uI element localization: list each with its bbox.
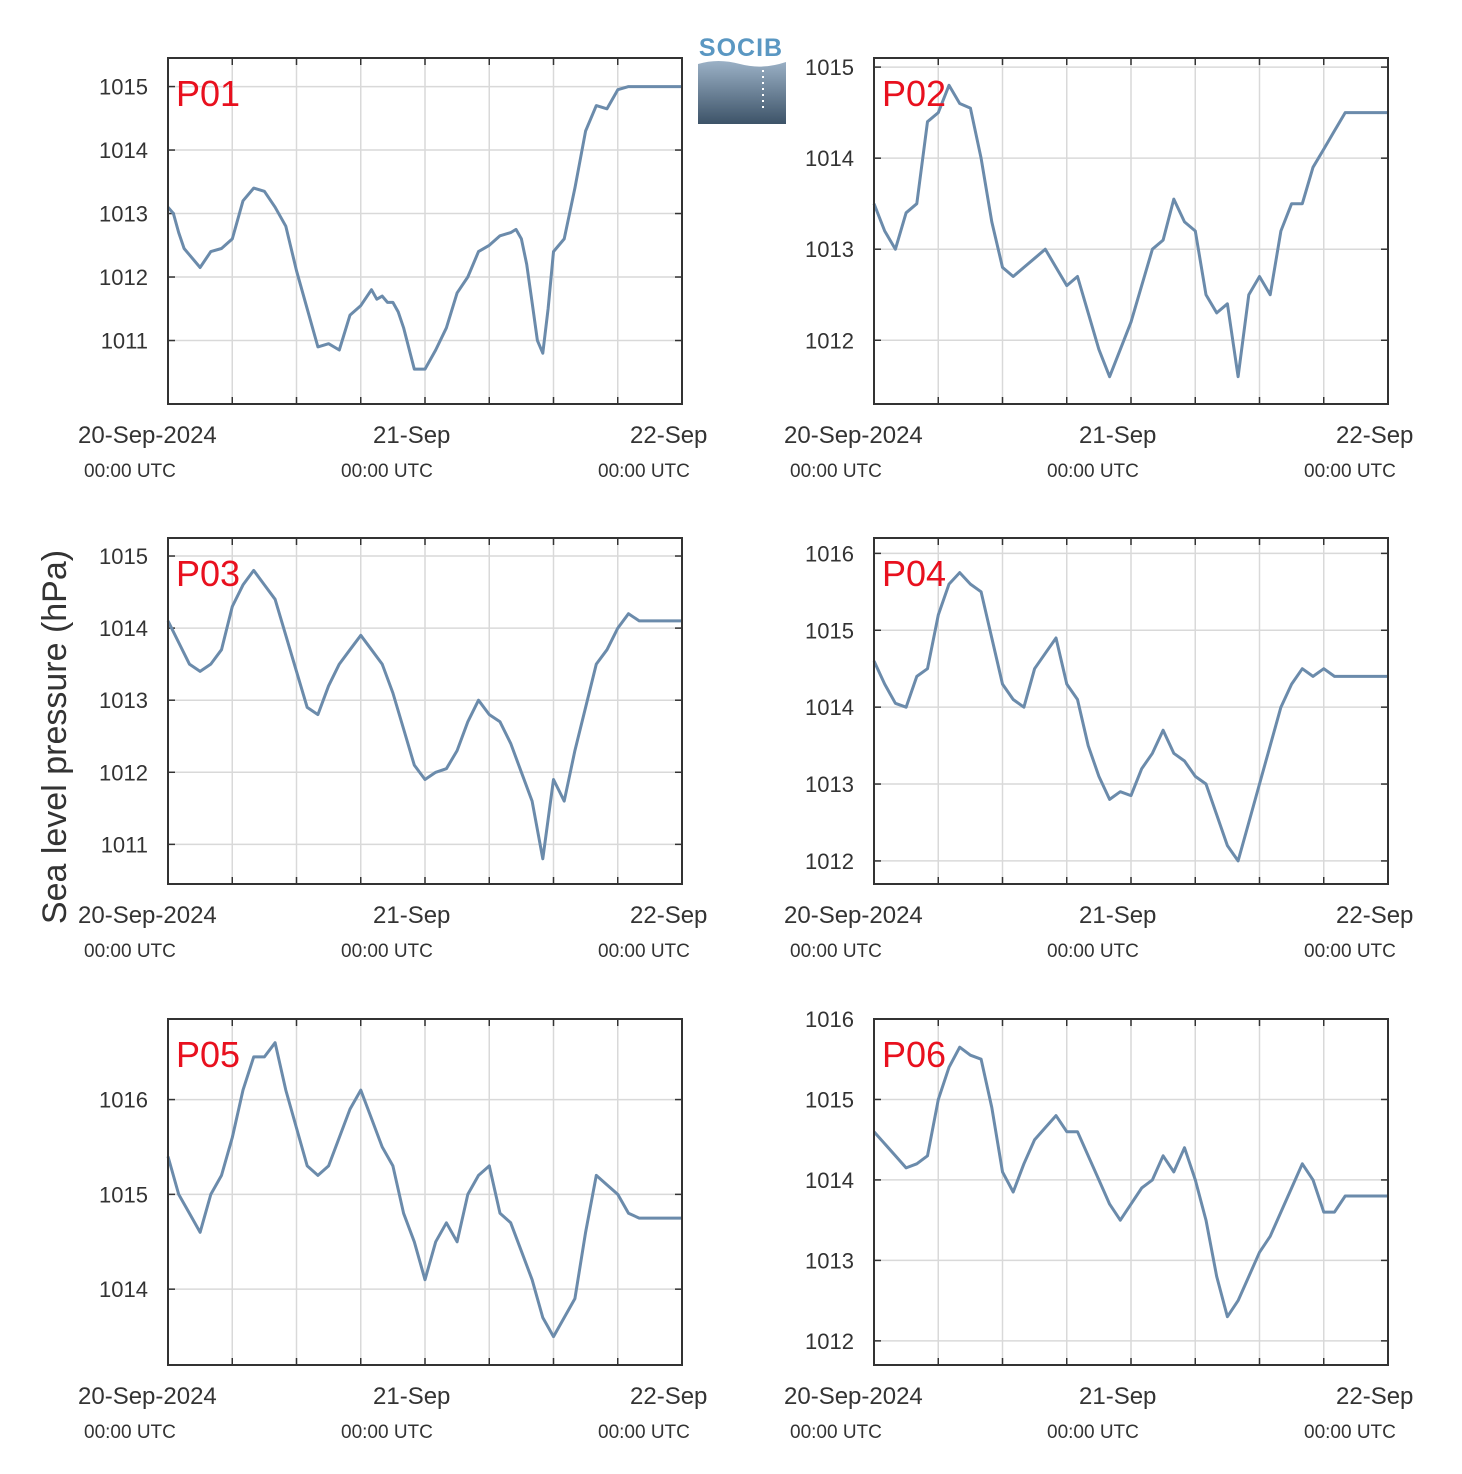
y-tick-label: 1016 <box>805 541 854 566</box>
series-line-p04 <box>872 571 1388 863</box>
y-tick-label: 1013 <box>99 688 148 713</box>
chart-panel-p04: 1012 1013 1014 1015 1016 P04 20-Sep-2024 00:00 … <box>784 537 1413 962</box>
plot-frame <box>873 1018 1389 1366</box>
y-tick-label: 1015 <box>805 618 854 643</box>
x-tick-time-label: 00:00 UTC <box>341 1422 433 1443</box>
y-tick-label: 1014 <box>99 1277 148 1302</box>
y-tick-label: 1015 <box>99 75 148 100</box>
x-tick-time-label: 00:00 UTC <box>790 461 882 482</box>
panel-title: P04 <box>882 553 946 594</box>
x-tick-date-label: 22-Sep <box>1336 902 1413 929</box>
y-tick-label: 1013 <box>805 237 854 262</box>
y-tick-label: 1014 <box>99 138 148 163</box>
y-tick-label: 1012 <box>99 265 148 290</box>
x-tick-date-label: 20-Sep-2024 <box>78 1383 217 1410</box>
x-tick-time-label: 00:00 UTC <box>1047 461 1139 482</box>
chart-panel-p06: 1012 1013 1014 1015 1016 P06 20-Sep-2024 00:00 … <box>784 1007 1413 1443</box>
x-tick-date-label: 21-Sep <box>373 422 450 449</box>
y-tick-label: 1011 <box>101 329 148 354</box>
x-tick-date-label: 22-Sep <box>630 1383 707 1410</box>
chart-panel-p05: 1014 1015 1016 P05 20-Sep-2024 00:00 UTC 21-Se… <box>78 1018 707 1443</box>
x-tick-date-label: 21-Sep <box>1079 1383 1156 1410</box>
y-tick-label: 1012 <box>805 849 854 874</box>
y-axis-label: Sea level pressure (hPa) <box>36 550 74 924</box>
x-tick-time-label: 00:00 UTC <box>84 461 176 482</box>
y-tick-label: 1015 <box>805 55 854 80</box>
plot-frame <box>873 57 1389 405</box>
x-tick-date-label: 20-Sep-2024 <box>784 902 923 929</box>
y-tick-label: 1013 <box>805 772 854 797</box>
y-tick-label: 1014 <box>805 695 854 720</box>
x-tick-time-label: 00:00 UTC <box>1304 1422 1396 1443</box>
x-tick-time-label: 00:00 UTC <box>341 941 433 962</box>
x-tick-date-label: 22-Sep <box>1336 422 1413 449</box>
x-tick-date-label: 22-Sep <box>1336 1383 1413 1410</box>
x-tick-date-label: 20-Sep-2024 <box>784 422 923 449</box>
x-tick-date-label: 21-Sep <box>373 902 450 929</box>
x-tick-time-label: 00:00 UTC <box>84 1422 176 1443</box>
y-tick-label: 1013 <box>805 1248 854 1273</box>
x-tick-time-label: 00:00 UTC <box>790 1422 882 1443</box>
plot-frame <box>167 537 683 885</box>
y-tick-label: 1012 <box>99 760 148 785</box>
x-tick-date-label: 22-Sep <box>630 902 707 929</box>
x-tick-date-label: 20-Sep-2024 <box>78 422 217 449</box>
chart-panel-p01: 1011 1012 1013 1014 1015 P01 20-Sep-2024 00:00 … <box>78 57 707 482</box>
x-tick-time-label: 00:00 UTC <box>84 941 176 962</box>
x-tick-date-label: 21-Sep <box>1079 902 1156 929</box>
x-tick-date-label: 20-Sep-2024 <box>78 902 217 929</box>
x-tick-time-label: 00:00 UTC <box>598 1422 690 1443</box>
y-tick-label: 1011 <box>101 832 148 857</box>
x-tick-date-label: 22-Sep <box>630 422 707 449</box>
x-tick-time-label: 00:00 UTC <box>1304 941 1396 962</box>
x-tick-date-label: 21-Sep <box>373 1383 450 1410</box>
plot-frame <box>167 57 683 405</box>
y-tick-label: 1015 <box>805 1087 854 1112</box>
panels-group: 1011 1012 1013 1014 1015 P01 20-Sep-2024 00:00 … <box>78 55 1413 1443</box>
x-tick-time-label: 00:00 UTC <box>790 941 882 962</box>
y-tick-label: 1014 <box>805 146 854 171</box>
x-tick-time-label: 00:00 UTC <box>1047 1422 1139 1443</box>
chart-panel-p03: 1011 1012 1013 1014 1015 P03 20-Sep-2024 00:00 … <box>78 537 707 962</box>
x-tick-time-label: 00:00 UTC <box>598 461 690 482</box>
x-tick-date-label: 20-Sep-2024 <box>784 1383 923 1410</box>
series-line-p01 <box>166 85 682 371</box>
series-line-p05 <box>166 1041 682 1339</box>
panel-title: P01 <box>176 73 240 114</box>
y-tick-label: 1013 <box>99 202 148 227</box>
x-tick-time-label: 00:00 UTC <box>1304 461 1396 482</box>
logo-text: SOCIB <box>699 34 783 62</box>
y-tick-label: 1016 <box>805 1007 854 1032</box>
y-tick-label: 1015 <box>99 1182 148 1207</box>
y-tick-label: 1016 <box>99 1088 148 1113</box>
panel-title: P06 <box>882 1034 946 1075</box>
series-line-p06 <box>872 1045 1388 1319</box>
panel-title: P02 <box>882 73 946 114</box>
y-tick-label: 1014 <box>99 616 148 641</box>
socib-logo: SOCIB <box>698 34 786 124</box>
x-tick-time-label: 00:00 UTC <box>341 461 433 482</box>
y-tick-label: 1012 <box>805 1329 854 1354</box>
x-tick-date-label: 21-Sep <box>1079 422 1156 449</box>
y-tick-label: 1014 <box>805 1168 854 1193</box>
x-tick-time-label: 00:00 UTC <box>1047 941 1139 962</box>
series-line-p03 <box>166 568 682 861</box>
series-line-p02 <box>872 83 1388 379</box>
x-tick-time-label: 00:00 UTC <box>598 941 690 962</box>
panel-title: P03 <box>176 553 240 594</box>
y-tick-label: 1012 <box>805 328 854 353</box>
y-tick-label: 1015 <box>99 544 148 569</box>
panel-title: P05 <box>176 1034 240 1075</box>
plot-frame <box>167 1018 683 1366</box>
chart-panel-p02: 1012 1013 1014 1015 P02 20-Sep-2024 00:00 UTC 2… <box>784 55 1413 482</box>
plot-frame <box>873 537 1389 885</box>
